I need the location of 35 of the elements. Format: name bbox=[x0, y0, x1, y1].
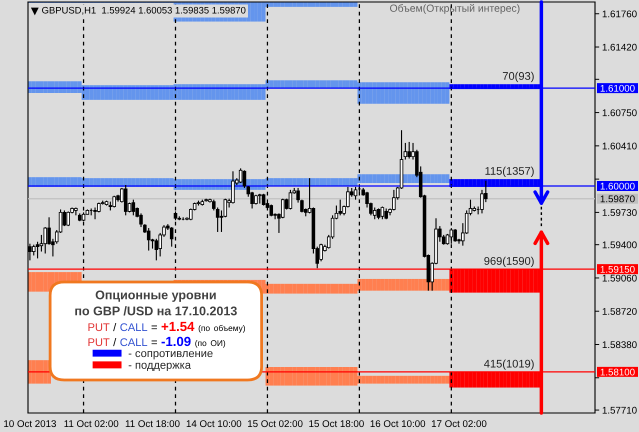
ref-line-label: 1.61000 bbox=[600, 84, 635, 92]
x-tick-label: 11 Oct 02:00 bbox=[64, 420, 118, 428]
annotation: PUT / CALL = -1.09 (по ОИ) bbox=[88, 336, 226, 348]
ref-line-label: 1.60000 bbox=[600, 182, 635, 190]
x-tick-label: 15 Oct 18:00 bbox=[309, 420, 364, 428]
y-tick-label: 1.61420 bbox=[602, 44, 637, 51]
x-tick-label: 17 Oct 02:00 bbox=[432, 420, 486, 428]
y-tick-label: 1.60410 bbox=[602, 142, 637, 150]
annotation: Опционные уровни bbox=[96, 290, 216, 302]
y-tick-label: 1.59060 bbox=[602, 274, 637, 282]
annotation: PUT / CALL = +1.54 (по объему) bbox=[88, 322, 245, 333]
ref-line-label: 1.59150 bbox=[600, 266, 635, 273]
annotation: 415(1019) bbox=[484, 359, 534, 370]
y-tick-label: 1.57710 bbox=[602, 406, 637, 414]
x-tick-label: 10 Oct 2013 bbox=[4, 420, 56, 428]
y-tick-label: 1.60750 bbox=[602, 109, 637, 116]
y-tick-label: 1.61760 bbox=[602, 10, 637, 18]
annotation: Объем(Открытый интерес) bbox=[390, 4, 520, 14]
y-tick-label: 1.59400 bbox=[602, 241, 637, 248]
x-tick-label: 15 Oct 02:00 bbox=[248, 420, 303, 428]
annotation: 969(1590) bbox=[484, 256, 534, 268]
legend-label: - сопротивление bbox=[128, 351, 213, 360]
x-tick-label: 11 Oct 18:00 bbox=[126, 420, 180, 428]
ref-line-label: 1.59870 bbox=[600, 195, 635, 202]
y-tick-label: 1.59730 bbox=[602, 209, 637, 216]
x-tick-label: 16 Oct 10:00 bbox=[370, 420, 426, 428]
annotation: 70(93) bbox=[502, 72, 534, 82]
annotation: 115(1357) bbox=[485, 166, 534, 178]
x-tick-label: 14 Oct 10:00 bbox=[186, 420, 242, 428]
legend-label: - поддержка bbox=[128, 362, 191, 372]
ref-line-label: 1.58100 bbox=[600, 368, 635, 376]
y-tick-label: 1.58720 bbox=[602, 308, 637, 315]
y-tick-label: 1.58380 bbox=[602, 341, 637, 348]
annotation: по GBP /USD на 17.10.2013 bbox=[75, 306, 237, 316]
chart-title: GBPUSD,H1 1.59924 1.60053 1.59835 1.59870 bbox=[42, 6, 246, 15]
